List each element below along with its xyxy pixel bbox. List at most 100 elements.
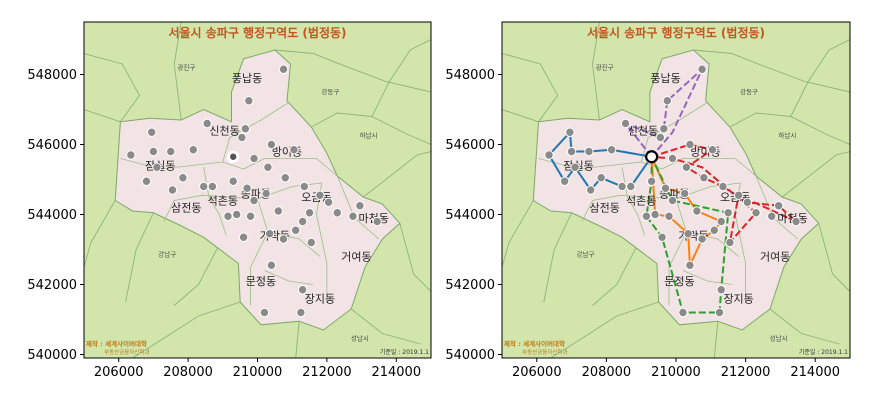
location-point [559,176,570,186]
base-date: 기준일 : 2019.1.1 [380,348,429,356]
x-tick-label: 212000 [302,365,352,380]
location-point [606,145,617,155]
neighbor-boundary [173,247,218,306]
location-point [544,150,554,160]
neighbor-boundary [713,321,719,358]
neighbor-boundary [125,212,154,303]
dong-label: 삼전동 [589,202,619,215]
dong-boundary [621,167,646,236]
location-point [680,188,690,199]
neighbor-boundary [693,49,850,93]
neighbor-boundary [274,49,431,93]
neighbor-boundary [350,308,421,345]
y-tick-label: 540000 [445,348,495,363]
dong-boundary [661,158,757,177]
dong-label: 거여동 [341,251,371,264]
location-point [751,208,761,218]
neighbor-boundary [84,53,141,123]
location-point [152,162,162,172]
neighbor-label: 강남구 [577,250,595,259]
location-point [249,153,259,164]
dong-boundary [163,194,258,222]
location-point [297,216,308,227]
location-point [791,216,801,227]
route-line [645,156,730,314]
location-point [650,209,660,220]
y-tick-label: 544000 [27,208,77,223]
location-point [709,225,719,235]
neighbor-boundary [363,151,431,198]
location-point [332,208,343,218]
x-tick-label: 210000 [651,365,701,380]
dong-boundary [120,158,244,170]
neighbor-boundary [790,39,850,117]
location-point [657,232,667,242]
y-tick: 546000 [27,138,84,153]
base-date: 기준일 : 2019.1.1 [799,348,848,356]
neighbor-boundary [502,109,539,123]
neighbor-label: 성남시 [351,334,369,343]
location-point [565,127,575,137]
location-point [315,190,325,200]
location-point [237,132,247,143]
location-point [223,211,233,221]
location-point [244,96,254,106]
dong-boundary [682,270,732,285]
location-point [249,195,259,206]
location-point [685,260,695,270]
location-point [664,211,674,221]
neighbor-label: 광진구 [596,62,614,71]
location-point [231,209,242,220]
location-point [245,211,256,221]
neighbor-boundary [592,22,600,121]
dong-label: 풍납동 [232,72,262,85]
x-tick-label: 214000 [371,365,421,380]
location-point [141,176,152,186]
location-point [678,307,688,318]
neighbor-boundary [543,212,573,303]
x-tick: 214000 [371,358,421,380]
location-point [207,181,218,192]
dong-label: 장지동 [305,293,335,306]
location-point [617,181,627,192]
x-tick-label: 210000 [233,365,283,380]
location-point [240,124,251,134]
neighbor-label: 하남시 [778,131,796,140]
x-tick: 212000 [721,358,770,380]
location-point [296,307,306,318]
location-point [626,181,636,192]
location-point [683,229,693,239]
location-point [697,64,707,74]
location-point [646,176,657,186]
location-point [280,173,290,183]
y-tick: 544000 [445,208,502,223]
location-point [273,206,284,216]
location-point [299,181,310,192]
x-tick: 208000 [163,358,213,380]
neighbor-boundary [592,247,637,306]
neighbor-label: 하남시 [360,131,378,140]
location-point [699,173,709,183]
location-point [773,201,784,211]
credit-text: 제작 : 세계사이버대학 [504,339,565,348]
y-tick-label: 546000 [27,138,77,153]
neighbor-boundary [502,200,534,268]
location-point [261,188,271,199]
x-tick: 214000 [790,358,840,380]
location-point [278,64,289,74]
dong-boundary [264,270,314,285]
dong-label: 신천동 [209,124,239,138]
location-point [126,150,136,160]
x-tick: 208000 [582,358,631,380]
songpa-district-area [532,49,820,331]
neighbor-boundary [502,53,559,123]
location-point [742,197,753,207]
location-point [662,96,672,106]
basemap: 광진구강동구하남시강남구성남시풍납동신천동잠실동방이동송파동삼전동석촌동오금동마… [84,22,431,358]
location-point [228,176,238,186]
neighbor-boundary [295,321,300,358]
neighbor-boundary [550,301,659,358]
basemap: 광진구강동구하남시강남구성남시풍납동신천동잠실동방이동송파동삼전동석촌동오금동마… [502,22,850,358]
location-point [264,229,275,239]
